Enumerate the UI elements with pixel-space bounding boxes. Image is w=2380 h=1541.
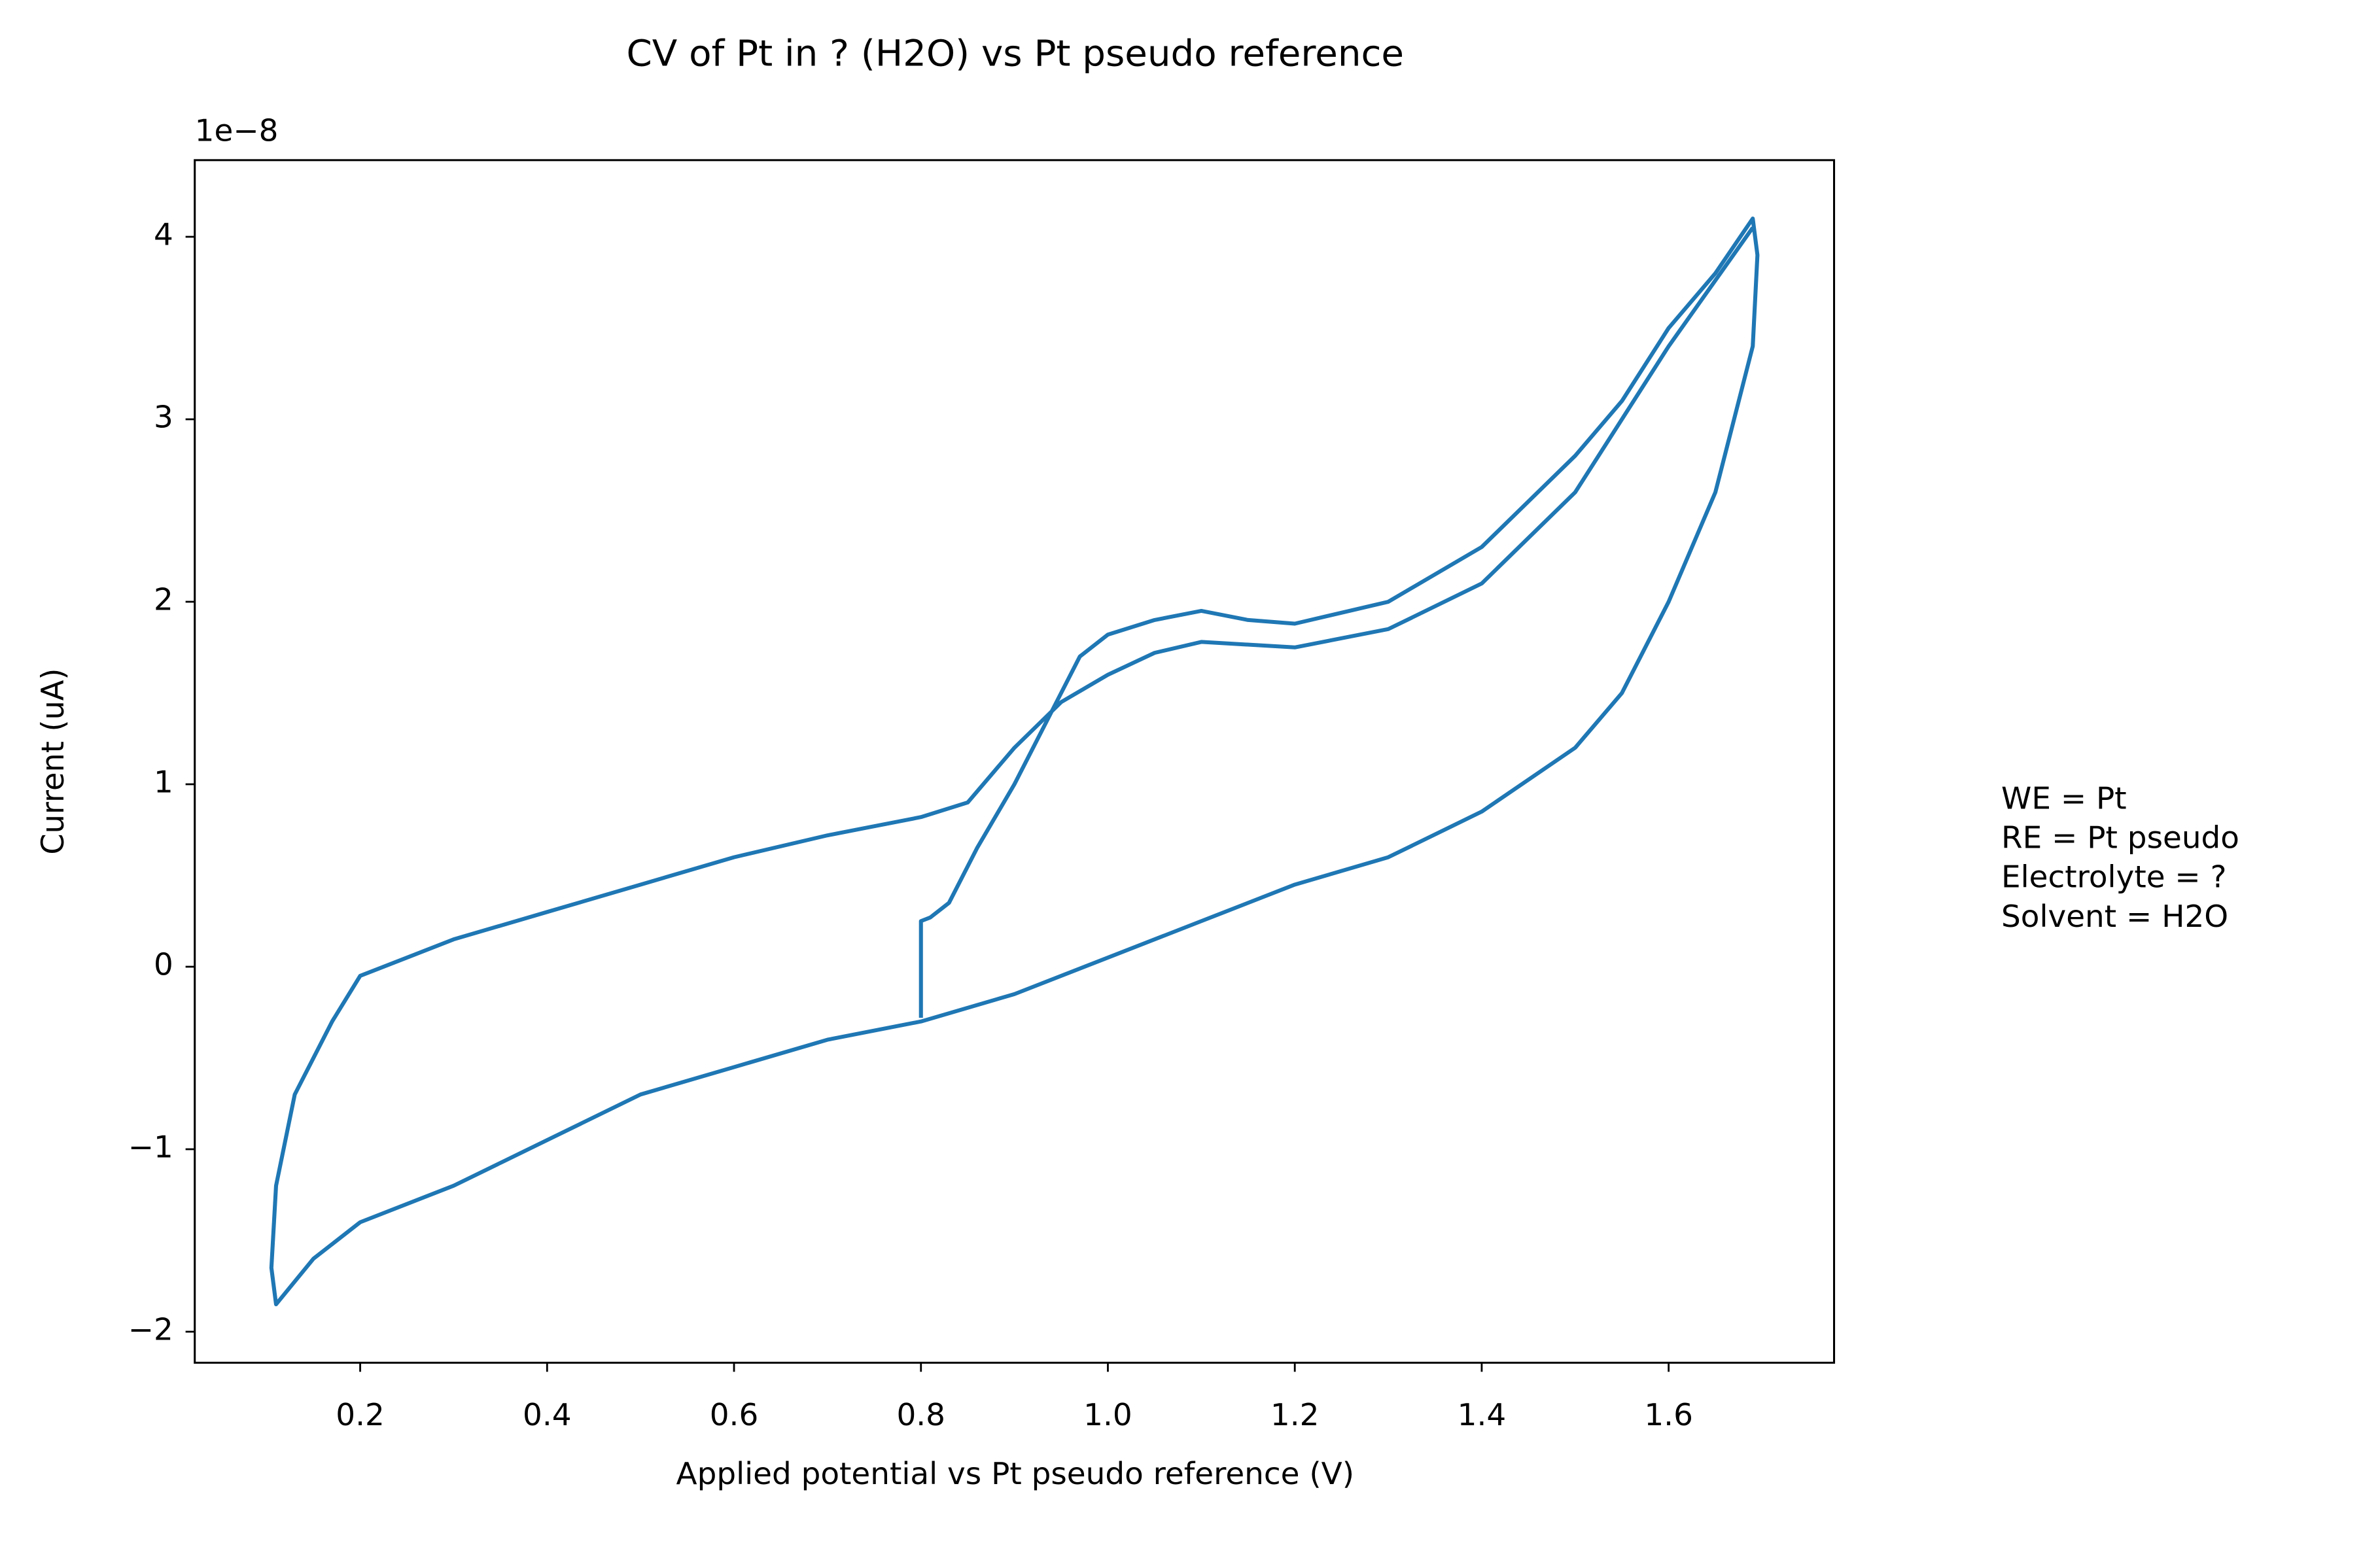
annotation: Electrolyte = ?: [2001, 859, 2226, 895]
chart-title: CV of Pt in ? (H2O) vs Pt pseudo referen…: [627, 33, 1405, 75]
cv-line: [269, 216, 1760, 1307]
y-tick-label: 2: [154, 582, 173, 617]
plot-frame: [194, 159, 1836, 1364]
y-tick-label: −2: [128, 1312, 173, 1347]
x-tick-label: 0.4: [523, 1397, 572, 1432]
y-tick-label: −1: [128, 1130, 173, 1165]
y-tick-label: 3: [154, 400, 173, 435]
annotation: WE = Pt: [2001, 781, 2127, 816]
annotation: Solvent = H2O: [2001, 899, 2228, 934]
x-tick-label: 0.2: [336, 1397, 385, 1432]
y-tick-label: 0: [154, 947, 173, 982]
x-tick-label: 1.0: [1083, 1397, 1132, 1432]
x-tick-label: 0.8: [896, 1397, 945, 1432]
x-tick-label: 0.6: [710, 1397, 759, 1432]
x-tick-label: 1.4: [1458, 1397, 1507, 1432]
annotation: RE = Pt pseudo: [2001, 820, 2239, 856]
x-tick-label: 1.6: [1644, 1397, 1693, 1432]
x-tick-label: 1.2: [1270, 1397, 1320, 1432]
x-axis-label: Applied potential vs Pt pseudo reference…: [676, 1456, 1355, 1491]
y-offset-label: 1e−8: [195, 113, 279, 148]
y-axis-label: Current (uA): [35, 668, 71, 855]
y-tick-label: 1: [154, 765, 173, 800]
y-tick-label: 4: [154, 217, 173, 252]
